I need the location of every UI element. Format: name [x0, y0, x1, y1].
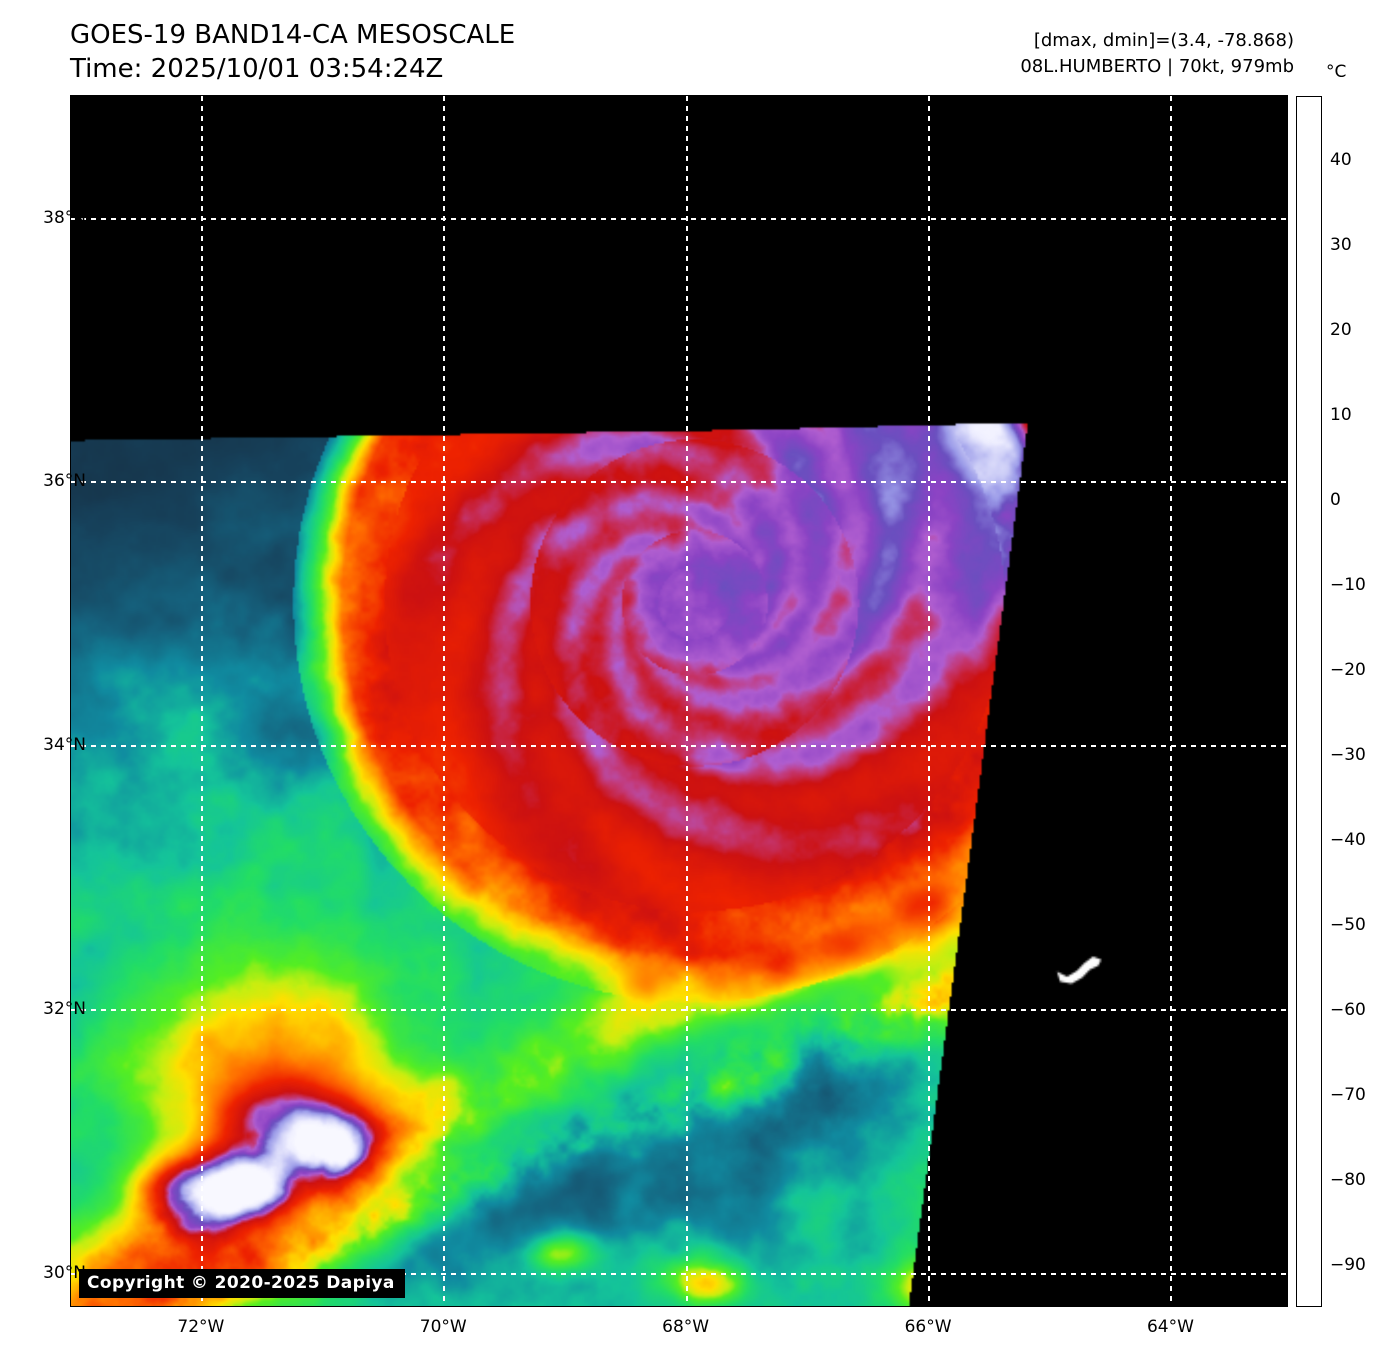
colorbar-tick-10: −60 [1330, 999, 1366, 1020]
lat-tick-4: 30°N [43, 1262, 86, 1283]
copyright-notice: Copyright © 2020-2025 Dapiya [79, 1269, 405, 1298]
colorbar-tick-3: 10 [1330, 404, 1352, 425]
lon-tick-3: 66°W [904, 1317, 952, 1337]
colorbar-tick-9: −50 [1330, 914, 1366, 935]
colorbar-tick-4: 0 [1330, 489, 1341, 510]
header-right-block: [dmax, dmin]=(3.4, -78.868) 08L.HUMBERTO… [1020, 28, 1294, 80]
colorbar[interactable] [1296, 96, 1322, 1307]
colorbar-tick-11: −70 [1330, 1084, 1366, 1105]
colorbar-tick-13: −90 [1330, 1254, 1366, 1275]
storm-info-label: 08L.HUMBERTO | 70kt, 979mb [1020, 56, 1294, 77]
colorbar-tick-7: −30 [1330, 744, 1366, 765]
colorbar-unit-label: °C [1326, 62, 1347, 82]
colorbar-tick-5: −10 [1330, 574, 1366, 595]
lat-tick-1: 36°N [43, 471, 86, 492]
satellite-image-plot[interactable]: Copyright © 2020-2025 Dapiya [70, 95, 1288, 1307]
satellite-imagery-canvas [71, 96, 1287, 1306]
lat-tick-3: 32°N [43, 998, 86, 1019]
lat-tick-2: 34°N [43, 735, 86, 756]
lon-tick-1: 70°W [419, 1317, 467, 1337]
colorbar-tick-12: −80 [1330, 1169, 1366, 1190]
data-minmax-label: [dmax, dmin]=(3.4, -78.868) [1033, 30, 1294, 51]
lon-tick-2: 68°W [662, 1317, 710, 1337]
colorbar-tick-0: 40 [1330, 149, 1352, 170]
header-left-block: GOES-19 BAND14-CA MESOSCALE Time: 2025/1… [70, 18, 515, 86]
lat-tick-0: 38°N [43, 207, 86, 228]
colorbar-tick-8: −40 [1330, 829, 1366, 850]
lon-tick-0: 72°W [177, 1317, 225, 1337]
colorbar-tick-1: 30 [1330, 234, 1352, 255]
colorbar-tick-2: 20 [1330, 319, 1352, 340]
timestamp-label: Time: 2025/10/01 03:54:24Z [70, 54, 444, 84]
page-title: GOES-19 BAND14-CA MESOSCALE [70, 20, 516, 50]
lon-tick-4: 64°W [1146, 1317, 1194, 1337]
colorbar-tick-6: −20 [1330, 659, 1366, 680]
colorbar-gradient [1297, 97, 1321, 1306]
